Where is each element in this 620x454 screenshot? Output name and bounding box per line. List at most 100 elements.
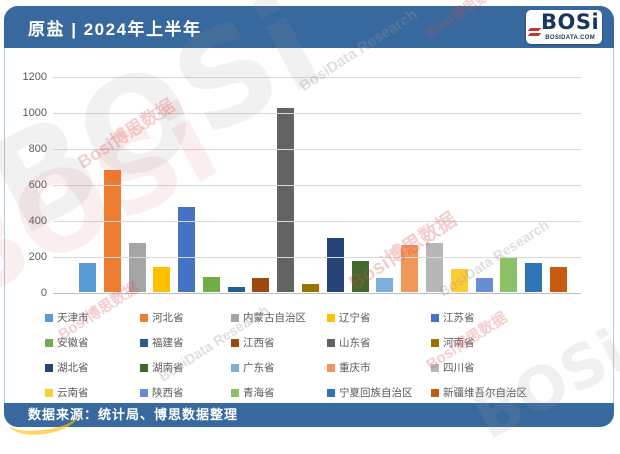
legend-label: 湖北省 [57, 362, 89, 374]
gridline [53, 293, 581, 294]
legend-swatch-icon [45, 363, 53, 372]
legend-label: 陕西省 [152, 387, 184, 399]
legend-label: 广东省 [243, 362, 275, 374]
report-header: 原盐 | 2024年上半年 BOSi BOSIDATA.COM [4, 6, 614, 48]
logo-domain: BOSIDATA.COM [545, 35, 595, 41]
chart-bar [326, 238, 344, 292]
legend-swatch-icon [327, 313, 335, 322]
y-axis-label: 1200 [22, 71, 47, 83]
chart-bar [202, 276, 220, 292]
legend-swatch-icon [231, 338, 239, 347]
y-axis: 0 200 400 600 800 1000 1200 [5, 71, 47, 299]
chart-bar [351, 261, 369, 292]
data-source-text: 数据来源：统计局、博思数据整理 [28, 407, 239, 422]
legend-label: 山东省 [339, 337, 371, 349]
gridline [53, 257, 581, 258]
legend-item: 河北省 [140, 310, 231, 325]
legend-swatch-icon [327, 388, 335, 397]
legend-item: 湖南省 [140, 360, 231, 375]
legend-item: 广东省 [231, 360, 327, 375]
legend-swatch-icon [431, 388, 439, 397]
chart-bar [401, 245, 419, 292]
legend-label: 新疆维吾尔自治区 [443, 387, 527, 399]
chart-bar [425, 243, 443, 292]
legend-label: 安徽省 [57, 337, 89, 349]
legend-item: 宁夏回族自治区 [327, 385, 431, 400]
gridline [53, 77, 581, 78]
legend-item: 新疆维吾尔自治区 [431, 385, 605, 400]
chart-bar [227, 286, 245, 292]
report-footer: 数据来源：统计局、博思数据整理 [4, 403, 614, 427]
legend-swatch-icon [327, 338, 335, 347]
legend-label: 辽宁省 [339, 312, 371, 324]
legend-label: 青海省 [243, 387, 275, 399]
legend-label: 内蒙古自治区 [243, 312, 306, 324]
legend-swatch-icon [431, 338, 439, 347]
legend-item: 重庆市 [327, 360, 431, 375]
chart-bar [302, 283, 320, 292]
chart-bar [525, 262, 543, 292]
legend-label: 河北省 [152, 312, 184, 324]
legend-item: 安徽省 [45, 335, 140, 350]
legend-label: 江西省 [243, 337, 275, 349]
legend-item: 江苏省 [431, 310, 605, 325]
bar-series [79, 77, 567, 292]
y-axis-label: 1000 [22, 107, 47, 119]
legend-swatch-icon [45, 338, 53, 347]
legend-swatch-icon [431, 363, 439, 372]
legend-swatch-icon [140, 338, 148, 347]
legend-swatch-icon [140, 388, 148, 397]
chart-bar [549, 267, 567, 292]
legend-item: 云南省 [45, 385, 140, 400]
legend-swatch-icon [231, 363, 239, 372]
legend-swatch-icon [327, 363, 335, 372]
legend-swatch-icon [231, 388, 239, 397]
gridline [53, 113, 581, 114]
legend-item: 福建省 [140, 335, 231, 350]
chart-bar [450, 268, 468, 292]
chart-bar [128, 243, 146, 292]
legend-label: 重庆市 [339, 362, 371, 374]
gridline [53, 185, 581, 186]
chart-bar [79, 263, 96, 292]
legend-label: 天津市 [57, 312, 89, 324]
chart-bar [277, 107, 295, 292]
report-card: 原盐 | 2024年上半年 BOSi BOSIDATA.COM 0 200 400 6… [4, 6, 614, 427]
legend-label: 宁夏回族自治区 [339, 387, 413, 399]
legend-label: 云南省 [57, 387, 89, 399]
page-title: 原盐 | 2024年上半年 [28, 20, 202, 39]
legend-item: 江西省 [231, 335, 327, 350]
legend-swatch-icon [431, 313, 439, 322]
chart-bar [178, 207, 196, 292]
chart-bar [153, 266, 171, 292]
legend-label: 四川省 [443, 362, 475, 374]
legend-swatch-icon [231, 313, 239, 322]
chart-bar [103, 169, 121, 292]
logo-wordmark: BOSi [541, 10, 600, 34]
legend-item: 陕西省 [140, 385, 231, 400]
legend-item: 青海省 [231, 385, 327, 400]
legend-swatch-icon [140, 363, 148, 372]
logo-stripe-icon [527, 28, 542, 31]
legend-item: 辽宁省 [327, 310, 431, 325]
y-axis-label: 0 [40, 287, 47, 299]
legend-swatch-icon [45, 313, 53, 322]
legend-item: 天津市 [45, 310, 140, 325]
chart-bar [475, 277, 493, 292]
legend-item: 山东省 [327, 335, 431, 350]
legend-swatch-icon [45, 388, 53, 397]
y-axis-label: 600 [28, 179, 47, 191]
chart-bar [252, 277, 270, 292]
y-axis-label: 200 [28, 251, 47, 263]
plot-area [53, 77, 581, 294]
bosi-logo: BOSi BOSIDATA.COM [526, 10, 602, 44]
y-axis-label: 800 [28, 143, 47, 155]
gridline [53, 221, 581, 222]
chart-bar [376, 277, 394, 292]
legend-label: 江苏省 [443, 312, 475, 324]
gridline [53, 149, 581, 150]
legend-item: 四川省 [431, 360, 605, 375]
chart-legend: 天津市 河北省 内蒙古自治区 辽宁省 江苏省 安徽省 福建省 江西省 山东省 河南省 湖北省 湖南省 广… [45, 305, 605, 405]
y-axis-label: 400 [28, 215, 47, 227]
legend-label: 湖南省 [152, 362, 184, 374]
